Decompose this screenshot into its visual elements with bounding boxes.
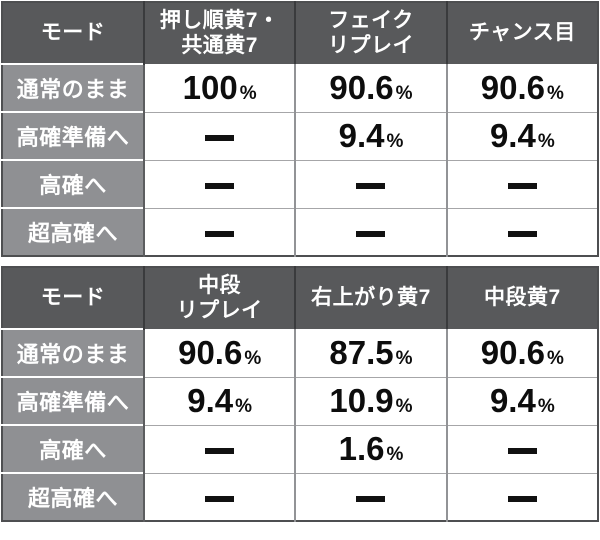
value-cell: 9.4% [445, 111, 598, 160]
value-cell [142, 111, 296, 160]
row-label: 高確準備へ [2, 111, 144, 160]
percent-value: 9.4 [187, 382, 234, 419]
row-label: 高確へ [2, 159, 144, 208]
dash-bar [205, 231, 235, 238]
dash-bar [205, 183, 235, 190]
row-label: 高確準備へ [2, 376, 144, 425]
dash-bar [205, 135, 235, 142]
table-row: 通常のまま 100% 90.6% 90.6% [2, 63, 598, 112]
percent-value: 87.5 [329, 333, 394, 371]
dash-bar [205, 496, 235, 503]
percent-sign: % [386, 131, 404, 152]
value-cell [294, 159, 447, 208]
value-cell: 100% [142, 64, 296, 112]
value-cell: 87.5% [294, 329, 447, 377]
value-cell: 9.4% [294, 111, 447, 160]
dash-bar [356, 231, 386, 238]
value-cell [142, 159, 296, 208]
percent-sign: % [537, 396, 555, 417]
trigger-column-header: 中段 リプレイ [142, 267, 296, 329]
mode-transition-table-2: モード 中段 リプレイ 右上がり黄7 中段黄7 通常のまま 90.6% 87.5% 90.6… [1, 266, 599, 522]
percent-value: 1.6 [338, 430, 385, 467]
percent-sign: % [395, 396, 413, 417]
value-cell [142, 207, 296, 256]
percent-value: 10.9 [329, 382, 394, 419]
percent-value: 9.4 [489, 382, 536, 419]
percent-sign: % [244, 347, 262, 369]
percent-sign: % [239, 82, 257, 104]
percent-value: 9.4 [338, 117, 385, 154]
percent-value: 90.6 [480, 333, 545, 371]
dash-bar [205, 448, 235, 455]
table-row: 超高確へ [2, 472, 598, 521]
table-row: 高確へ [2, 159, 598, 208]
header-row: モード 押し順黄7・ 共通黄7 フェイク リプレイ チャンス目 [2, 2, 598, 64]
percent-value: 90.6 [329, 68, 394, 106]
value-cell [445, 424, 598, 473]
value-cell: 1.6% [294, 424, 447, 473]
page: モード 押し順黄7・ 共通黄7 フェイク リプレイ チャンス目 通常のまま 100% 90… [1, 1, 599, 522]
value-cell: 90.6% [445, 64, 598, 112]
dash-bar [507, 448, 537, 455]
row-label: 超高確へ [2, 472, 144, 521]
value-cell: 90.6% [445, 329, 598, 377]
percent-sign: % [386, 444, 404, 465]
trigger-column-header: 押し順黄7・ 共通黄7 [142, 2, 296, 64]
percent-value: 100 [182, 68, 238, 106]
value-cell [142, 472, 296, 521]
mode-transition-table-1: モード 押し順黄7・ 共通黄7 フェイク リプレイ チャンス目 通常のまま 100% 90… [1, 1, 599, 257]
percent-value: 9.4 [489, 117, 536, 154]
value-cell [445, 207, 598, 256]
table-row: 高確準備へ 9.4% 10.9% 9.4% [2, 376, 598, 425]
value-cell: 9.4% [142, 376, 296, 425]
percent-sign: % [235, 396, 253, 417]
row-label: 高確へ [2, 424, 144, 473]
table-row: 高確へ 1.6% [2, 424, 598, 473]
value-cell [142, 424, 296, 473]
dash-bar [356, 183, 386, 190]
trigger-column-header: チャンス目 [445, 2, 598, 64]
percent-sign: % [395, 82, 413, 104]
header-row: モード 中段 リプレイ 右上がり黄7 中段黄7 [2, 267, 598, 329]
value-cell: 90.6% [142, 329, 296, 377]
table-row: 高確準備へ 9.4% 9.4% [2, 111, 598, 160]
percent-sign: % [395, 347, 413, 369]
dash-bar [507, 183, 537, 190]
percent-sign: % [537, 131, 555, 152]
table-row: 通常のまま 90.6% 87.5% 90.6% [2, 328, 598, 377]
value-cell [294, 207, 447, 256]
percent-value: 90.6 [178, 333, 243, 371]
value-cell: 10.9% [294, 376, 447, 425]
mode-column-header: モード [2, 267, 144, 329]
value-cell [294, 472, 447, 521]
trigger-column-header: フェイク リプレイ [294, 2, 447, 64]
value-cell: 9.4% [445, 376, 598, 425]
table-row: 超高確へ [2, 207, 598, 256]
dash-bar [507, 496, 537, 503]
trigger-column-header: 中段黄7 [445, 267, 598, 329]
mode-column-header: モード [2, 2, 144, 64]
dash-bar [507, 231, 537, 238]
trigger-column-header: 右上がり黄7 [294, 267, 447, 329]
percent-value: 90.6 [480, 68, 545, 106]
row-label: 通常のまま [2, 63, 144, 112]
value-cell: 90.6% [294, 64, 447, 112]
row-label: 超高確へ [2, 207, 144, 256]
dash-bar [356, 496, 386, 503]
value-cell [445, 159, 598, 208]
row-label: 通常のまま [2, 328, 144, 377]
percent-sign: % [546, 82, 564, 104]
percent-sign: % [546, 347, 564, 369]
value-cell [445, 472, 598, 521]
